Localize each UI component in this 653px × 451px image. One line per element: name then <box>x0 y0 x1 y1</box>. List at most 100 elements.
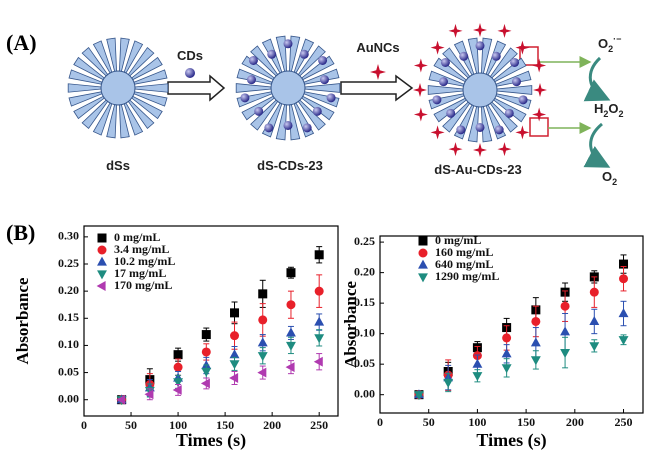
cd-dot <box>512 77 522 87</box>
arrow <box>340 74 414 102</box>
marker <box>97 270 107 280</box>
marker <box>200 378 210 389</box>
y-tick-label: 0.30 <box>58 229 79 243</box>
aunc-star <box>413 107 428 122</box>
cd-dot <box>432 95 442 105</box>
legend-label: 10.2 mg/mL <box>114 254 175 268</box>
marker <box>230 308 240 318</box>
panel-label: (A) <box>6 30 37 55</box>
cd-dot <box>494 125 504 135</box>
x-axis-title: Times (s) <box>176 430 246 451</box>
legend-label: 17 mg/mL <box>114 266 166 280</box>
x-tick-label: 0 <box>377 415 383 429</box>
marker <box>230 331 240 341</box>
x-tick-label: 50 <box>125 418 137 432</box>
legend-marker <box>97 245 107 255</box>
marker <box>418 248 428 258</box>
core <box>462 72 498 108</box>
marker <box>619 259 629 269</box>
marker <box>414 391 424 401</box>
marker <box>201 367 212 377</box>
marker <box>201 347 211 357</box>
arrow <box>167 74 226 102</box>
legend-marker <box>96 281 106 291</box>
x-tick-label: 250 <box>615 415 633 429</box>
marker <box>116 394 126 405</box>
x-tick-label: 100 <box>468 415 486 429</box>
legend-label: 0 mg/mL <box>114 230 160 244</box>
legend-label: 160 mg/mL <box>435 245 493 259</box>
y-tick-label: 0.20 <box>58 283 79 297</box>
legend-marker <box>97 256 107 266</box>
marker <box>286 300 296 310</box>
y-tick-label: 0.10 <box>58 337 79 351</box>
aunc-star <box>413 58 428 73</box>
cd-dot <box>283 39 293 49</box>
y-tick-label: 0.25 <box>58 256 79 270</box>
marker <box>257 352 268 362</box>
legend-marker <box>97 233 107 243</box>
marker <box>314 250 324 260</box>
aunc-star <box>515 40 530 55</box>
marker <box>501 348 512 358</box>
cd-dot <box>438 77 448 87</box>
aunc-star <box>448 142 463 157</box>
wedge <box>493 85 533 95</box>
aunc-star <box>515 125 530 140</box>
y-tick-label: 0.15 <box>354 295 375 309</box>
marker <box>418 259 428 269</box>
x-tick-label: 150 <box>517 415 535 429</box>
marker <box>96 281 106 291</box>
marker <box>560 301 570 311</box>
highlight-box <box>519 46 539 66</box>
legend-marker <box>418 248 428 258</box>
marker <box>285 362 295 373</box>
chem-sup: ·− <box>613 34 621 44</box>
chem: O <box>602 169 612 184</box>
oxygen: O2 <box>602 169 617 187</box>
x-tick-label: 250 <box>310 418 328 432</box>
marker <box>618 336 629 346</box>
cd-dot <box>510 57 520 67</box>
marker <box>258 289 268 299</box>
marker <box>257 367 267 378</box>
cd-dot <box>475 41 485 51</box>
marker <box>144 389 154 400</box>
marker <box>97 233 107 243</box>
marker <box>229 360 240 370</box>
aunc-star <box>430 40 445 55</box>
core <box>270 70 306 106</box>
cd-dot <box>318 55 328 65</box>
legend-marker <box>97 270 107 280</box>
y-tick-label: 0.00 <box>58 391 79 405</box>
marker <box>418 273 428 283</box>
cd-dot <box>240 93 250 103</box>
y-axis-title: Absorbance <box>13 277 32 364</box>
marker <box>229 373 239 383</box>
wedge <box>131 83 169 93</box>
cd-dot <box>246 75 256 85</box>
marker <box>530 337 541 347</box>
chem-sub: 2 <box>612 177 617 187</box>
cd-dot <box>312 106 322 116</box>
marker <box>472 372 483 382</box>
marker <box>314 334 325 344</box>
aunc-star <box>497 142 512 157</box>
aunc-star <box>473 23 487 37</box>
cd-dot <box>302 123 312 133</box>
cd-icon <box>185 68 195 78</box>
marker <box>619 274 629 284</box>
marker <box>201 330 211 340</box>
cd-dot <box>504 108 514 118</box>
wedge <box>427 85 467 95</box>
wedge <box>67 83 105 93</box>
cd-dot <box>518 95 528 105</box>
x-tick-label: 200 <box>566 415 584 429</box>
marker <box>314 316 325 326</box>
peroxide: H2O2 <box>594 101 624 119</box>
marker <box>258 315 268 325</box>
cd-dot <box>267 49 277 59</box>
aunc-star <box>532 58 547 73</box>
